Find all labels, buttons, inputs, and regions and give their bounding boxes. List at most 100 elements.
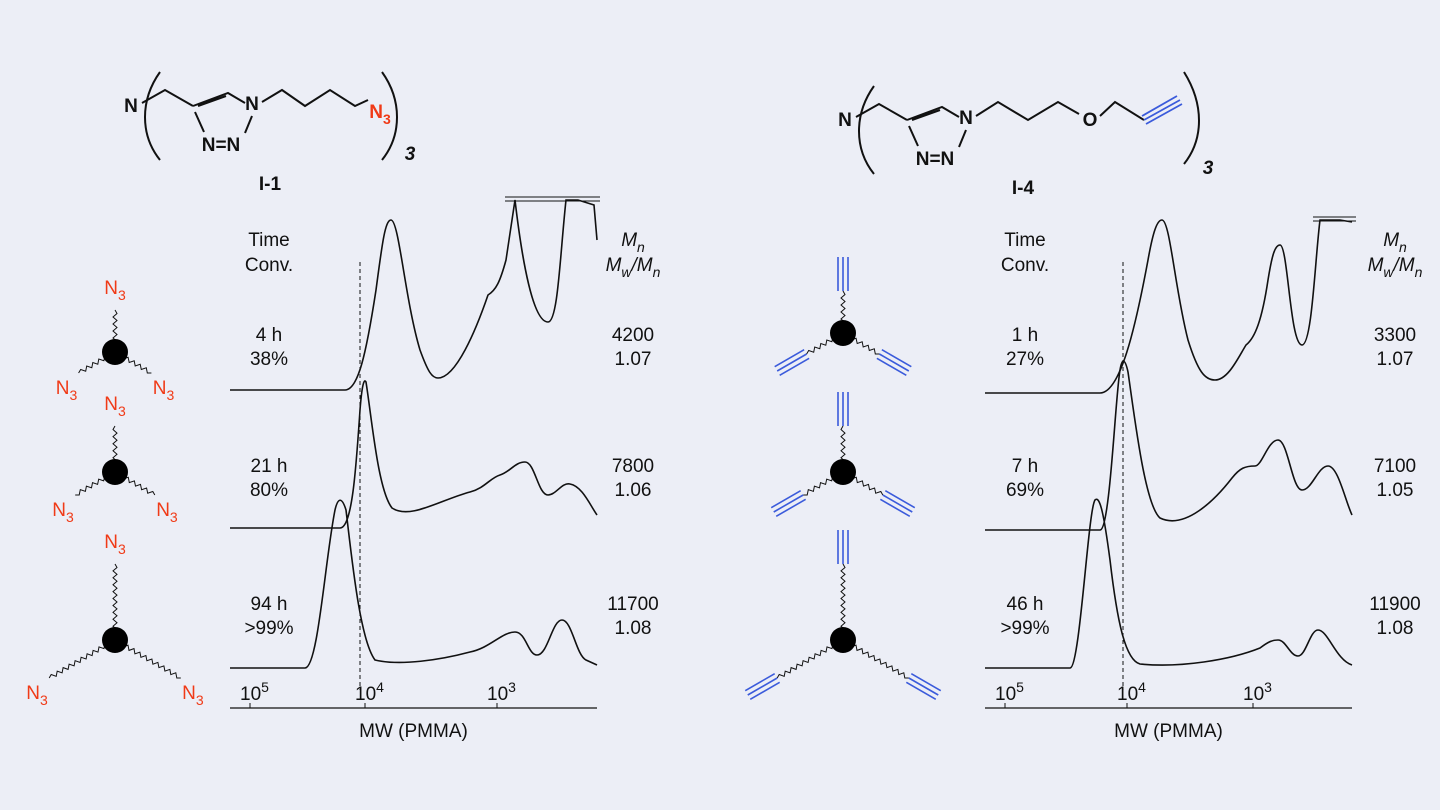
mn: 3300: [1374, 325, 1416, 346]
core: [102, 627, 128, 653]
ring: [958, 129, 967, 148]
ring-n1: N: [245, 94, 259, 115]
x-tick-label: 103: [1243, 679, 1272, 705]
x-tick-label: 105: [995, 679, 1024, 705]
subscript: 3: [69, 387, 77, 403]
text-part: N: [182, 683, 196, 704]
ring-n2n3: N=N: [202, 135, 241, 156]
conversion: >99%: [1000, 618, 1049, 639]
text-part: N: [104, 532, 118, 553]
conversion: 80%: [250, 480, 288, 501]
trace-cap: [1313, 216, 1356, 222]
text-part: /M: [1392, 255, 1415, 276]
paren-right: [381, 71, 398, 161]
subscript: 3: [166, 387, 174, 403]
conversion: >99%: [244, 618, 293, 639]
text-part: 10: [1243, 684, 1264, 705]
dispersity: 1.05: [1377, 480, 1414, 501]
subscript: 3: [66, 509, 74, 525]
arm-label: N3: [104, 394, 126, 419]
dispersity: 1.08: [615, 618, 652, 639]
header-conv: Conv.: [245, 255, 293, 276]
subscript: n: [637, 239, 645, 255]
text-part: N: [153, 378, 167, 399]
arm-label: N3: [156, 500, 178, 525]
text-part: 10: [240, 684, 261, 705]
subscript: 3: [118, 287, 126, 303]
alkyne: [837, 257, 849, 291]
header-time: Time: [248, 230, 290, 251]
trace-cap: [505, 196, 600, 202]
text-part: /M: [630, 255, 653, 276]
subscript: n: [653, 264, 661, 280]
time: 21 h: [251, 456, 288, 477]
ring: [906, 105, 960, 147]
text-part: N: [56, 378, 70, 399]
alkyne: [770, 489, 807, 518]
arm-label: N3: [104, 278, 126, 303]
time: 1 h: [1012, 325, 1038, 346]
alkyne: [1141, 95, 1183, 125]
subscript: 3: [196, 692, 204, 708]
mn: 4200: [612, 325, 654, 346]
superscript: 3: [508, 679, 516, 695]
header-mn: Mn: [621, 230, 645, 255]
ether-o: O: [1083, 110, 1098, 131]
compound-label: I-1: [259, 174, 282, 195]
conversion: 38%: [250, 349, 288, 370]
superscript: 4: [1138, 679, 1146, 695]
gpc-trace: [985, 219, 1353, 394]
text-part: 10: [487, 684, 508, 705]
paren-left: [858, 85, 875, 175]
chain: [261, 88, 369, 108]
time: 46 h: [1007, 594, 1044, 615]
alkyne: [744, 672, 781, 701]
mn: 11900: [1369, 594, 1420, 615]
text-part: N: [156, 500, 170, 521]
core: [102, 339, 128, 365]
text-part: M: [1368, 255, 1384, 276]
x-tick-label: 103: [487, 679, 516, 705]
gpc-trace: [230, 199, 598, 391]
azide-end: N3: [369, 102, 391, 127]
structure: N NN=NO3: [838, 71, 1214, 179]
subscript: n: [1415, 264, 1423, 280]
paren-right: [1183, 71, 1200, 165]
alkyne: [774, 348, 810, 377]
text-part: N: [104, 394, 118, 415]
ring: [192, 91, 246, 133]
superscript: 3: [1264, 679, 1272, 695]
text-part: 10: [355, 684, 376, 705]
x-axis-label: MW (PMMA): [1114, 721, 1223, 742]
x-tick-label: 104: [355, 679, 384, 705]
subscript: n: [1399, 239, 1407, 255]
conversion: 69%: [1006, 480, 1044, 501]
alkyne: [879, 489, 916, 518]
arm-label: N3: [104, 532, 126, 557]
core: [830, 459, 856, 485]
subscript: 3: [118, 541, 126, 557]
text-part: N: [26, 683, 40, 704]
header-pdi: Mw/Mn: [1368, 255, 1423, 280]
arm-label: N3: [26, 683, 48, 708]
superscript: 5: [1016, 679, 1024, 695]
alkyne: [905, 672, 942, 701]
header-pdi: Mw/Mn: [606, 255, 661, 280]
amine-n: N: [838, 110, 852, 131]
gpc-trace: [985, 498, 1353, 669]
gpc-trace: [230, 380, 598, 529]
dispersity: 1.08: [1377, 618, 1414, 639]
bond: [855, 102, 908, 121]
chain: [975, 100, 1080, 122]
text-part: M: [1383, 230, 1399, 251]
dispersity: 1.07: [1377, 349, 1414, 370]
time: 7 h: [1012, 456, 1038, 477]
text-part: 10: [1117, 684, 1138, 705]
chain: [1099, 100, 1145, 121]
text-part: M: [621, 230, 637, 251]
dispersity: 1.07: [615, 349, 652, 370]
text-part: 10: [995, 684, 1016, 705]
core: [102, 459, 128, 485]
